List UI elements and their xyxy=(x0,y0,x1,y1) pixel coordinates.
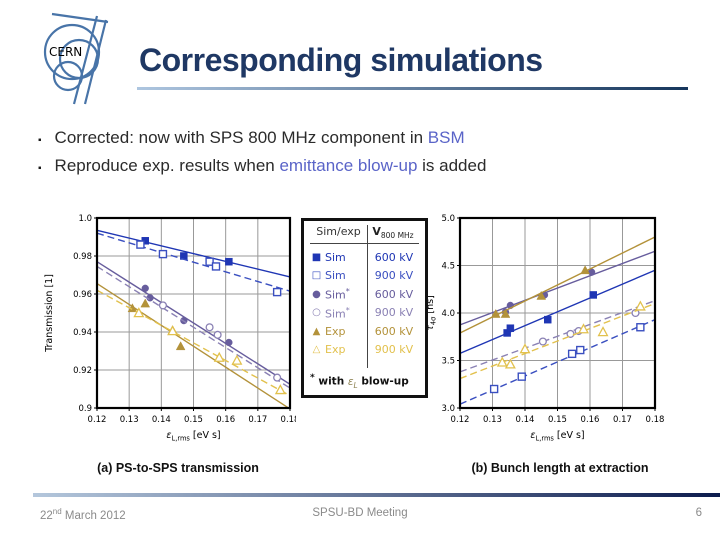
svg-text:0.16: 0.16 xyxy=(216,415,235,425)
svg-text:0.16: 0.16 xyxy=(581,415,600,425)
legend-footnote: * with εL blow-up xyxy=(310,373,409,390)
footer-meeting: SPSU-BD Meeting xyxy=(312,507,408,519)
bullet-highlight: BSM xyxy=(427,128,465,147)
legend-value: 600 kV xyxy=(374,250,414,264)
svg-text:0.12: 0.12 xyxy=(88,415,107,425)
legend-marker-icon: △ xyxy=(312,344,321,356)
bullet-item: ▪ Corrected: now with SPS 800 MHz compone… xyxy=(38,128,698,148)
svg-text:τ4σ [ns]: τ4σ [ns] xyxy=(425,295,438,331)
bullet-list: ▪ Corrected: now with SPS 800 MHz compone… xyxy=(38,128,698,184)
svg-text:0.18: 0.18 xyxy=(281,415,296,425)
legend-value: 900 kV xyxy=(374,343,414,357)
caption-transmission: (a) PS-to-SPS transmission xyxy=(97,461,259,475)
svg-text:0.12: 0.12 xyxy=(451,415,470,425)
svg-text:Transmission [1]: Transmission [1] xyxy=(44,274,55,353)
series-exp-600-kv xyxy=(459,236,656,334)
gridlines xyxy=(460,218,655,408)
bullet-item: ▪ Reproduce exp. results when emittance b… xyxy=(38,156,698,176)
svg-text:0.17: 0.17 xyxy=(613,415,632,425)
svg-text:5.0: 5.0 xyxy=(441,214,455,224)
legend-value: 900 kV xyxy=(374,306,414,320)
legend-divider xyxy=(367,225,368,368)
svg-text:0.14: 0.14 xyxy=(152,415,171,425)
legend-marker-icon: ○ xyxy=(312,307,321,319)
caption-bunch-length: (b) Bunch length at extraction xyxy=(471,461,649,475)
series-sim-600-kv xyxy=(96,229,291,278)
svg-text:0.94: 0.94 xyxy=(73,328,92,338)
axis-labels: 0.12 0.13 0.14 0.15 0.16 0.17 0.18 3.0 3.5 4.0 4.5… xyxy=(425,214,664,443)
legend-header-voltage: V800 MHz xyxy=(372,225,414,241)
legend-row: ● Sim* 600 kV xyxy=(310,285,419,304)
legend-label: Sim* xyxy=(325,305,350,321)
cern-logo-text: CERN xyxy=(49,45,82,59)
svg-text:0.92: 0.92 xyxy=(73,366,92,376)
legend-marker-icon: ● xyxy=(312,288,321,300)
legend-row: □ Sim 900 kV xyxy=(310,267,419,286)
series-sim-900-kv xyxy=(96,265,291,389)
legend-marker-icon: □ xyxy=(311,270,322,282)
legend-row: ▲ Exp 600 kV xyxy=(310,322,419,341)
legend-marker-icon: ■ xyxy=(311,251,322,263)
svg-text:0.14: 0.14 xyxy=(516,415,535,425)
bullet-text: is added xyxy=(417,156,487,175)
page-number: 6 xyxy=(695,507,702,519)
svg-text:0.15: 0.15 xyxy=(548,415,567,425)
svg-text:0.18: 0.18 xyxy=(646,415,665,425)
transmission-chart: 0.12 0.13 0.14 0.15 0.16 0.17 0.18 0.9 0.92 0.94 0… xyxy=(44,214,296,443)
bullet-highlight: emittance blow-up xyxy=(279,156,418,175)
legend-marker-icon: ▲ xyxy=(312,325,321,337)
legend-label: Sim xyxy=(325,269,346,283)
svg-text:0.13: 0.13 xyxy=(120,415,139,425)
title-underline xyxy=(137,87,688,90)
svg-text:3.0: 3.0 xyxy=(441,404,455,414)
series-sim-900-kv xyxy=(459,319,656,405)
axis-labels: 0.12 0.13 0.14 0.15 0.16 0.17 0.18 0.9 0.92 0.94 0… xyxy=(44,214,296,443)
series-sim-900-kv xyxy=(96,232,291,297)
svg-text:4.0: 4.0 xyxy=(441,309,455,319)
legend-row: ○ Sim* 900 kV xyxy=(310,304,419,323)
legend-row: ■ Sim 600 kV xyxy=(310,248,419,267)
bullet-text: Corrected: now with SPS 800 MHz componen… xyxy=(54,128,428,147)
cern-logo: CERN xyxy=(43,12,109,105)
bunch-length-chart: 0.12 0.13 0.14 0.15 0.16 0.17 0.18 3.0 3.5 4.0 4.5… xyxy=(425,214,664,443)
svg-text:0.9: 0.9 xyxy=(78,404,92,414)
svg-text:4.5: 4.5 xyxy=(441,262,455,272)
page-title: Corresponding simulations xyxy=(139,42,543,78)
bullet-text: Reproduce exp. results when xyxy=(54,156,280,175)
svg-text:0.98: 0.98 xyxy=(73,252,92,262)
legend-label: Exp xyxy=(325,324,346,338)
legend-header-simexp: Sim/exp xyxy=(316,225,361,238)
legend-row: △ Exp 900 kV xyxy=(310,341,419,360)
svg-text:1.0: 1.0 xyxy=(78,214,92,224)
footer-divider xyxy=(33,493,720,497)
svg-text:0.17: 0.17 xyxy=(248,415,267,425)
svg-text:0.13: 0.13 xyxy=(483,415,502,425)
footer-date: 22nd March 2012 xyxy=(40,507,126,522)
svg-text:0.96: 0.96 xyxy=(73,290,92,300)
series-exp-900-kv xyxy=(96,289,291,397)
legend-rows: ■ Sim 600 kV □ Sim 900 kV ● Sim* 600 kV ○ Sim* 900 … xyxy=(310,248,419,359)
legend-value: 600 kV xyxy=(374,324,414,338)
chart-legend: Sim/exp V800 MHz ■ Sim 600 kV □ Sim 900 kV ● Si… xyxy=(301,218,428,398)
svg-text:3.5: 3.5 xyxy=(441,357,455,367)
bullet-glyph: ▪ xyxy=(38,135,42,146)
gridlines xyxy=(97,218,290,408)
legend-label: Sim* xyxy=(325,287,350,302)
legend-label: Sim xyxy=(325,250,346,264)
svg-text:0.15: 0.15 xyxy=(184,415,203,425)
legend-header: Sim/exp V800 MHz xyxy=(310,225,419,245)
legend-label: Exp xyxy=(325,343,346,357)
series-sim-600-kv xyxy=(459,269,656,355)
legend-value: 600 kV xyxy=(374,287,414,301)
svg-text:εL,rms [eV s]: εL,rms [eV s] xyxy=(166,430,220,443)
legend-value: 900 kV xyxy=(374,269,414,283)
svg-text:εL,rms [eV s]: εL,rms [eV s] xyxy=(530,430,584,443)
bullet-glyph: ▪ xyxy=(38,163,42,174)
series-exp-900-kv xyxy=(459,300,656,380)
